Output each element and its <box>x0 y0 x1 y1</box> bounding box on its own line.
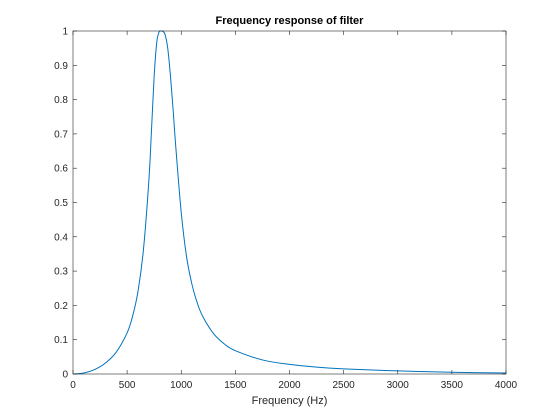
x-axis-label: Frequency (Hz) <box>252 395 328 407</box>
x-tick-label: 3000 <box>387 380 410 391</box>
y-tick-label: 0 <box>62 370 68 381</box>
x-tick-label: 1000 <box>170 380 193 391</box>
y-axis: 0 0.1 0.2 0.3 0.4 0.5 0.6 0.7 0.8 0.9 1 <box>54 27 506 381</box>
y-tick-label: 0.5 <box>54 198 68 209</box>
y-tick-label: 0.7 <box>54 129 68 140</box>
x-tick-label: 2000 <box>278 380 301 391</box>
x-tick-label: 4000 <box>495 380 518 391</box>
x-tick-label: 3500 <box>441 380 464 391</box>
x-axis: 0 500 1000 1500 2000 2500 3000 3500 4000 <box>70 31 518 391</box>
y-tick-label: 0.1 <box>54 335 68 346</box>
x-tick-label: 1500 <box>224 380 247 391</box>
y-tick-label: 0.9 <box>54 61 68 72</box>
x-tick-label: 2500 <box>333 380 356 391</box>
y-tick-label: 0.6 <box>54 164 68 175</box>
x-tick-label: 0 <box>70 380 76 391</box>
y-tick-label: 0.3 <box>54 267 68 278</box>
chart-title: Frequency response of filter <box>216 15 365 27</box>
plot-area <box>72 30 507 375</box>
y-tick-label: 0.2 <box>54 301 68 312</box>
x-tick-label: 500 <box>119 380 136 391</box>
y-tick-label: 0.4 <box>54 232 68 243</box>
y-tick-label: 0.8 <box>54 95 68 106</box>
series-line <box>72 30 507 375</box>
y-tick-label: 1 <box>62 27 68 38</box>
axes-background <box>73 31 506 374</box>
